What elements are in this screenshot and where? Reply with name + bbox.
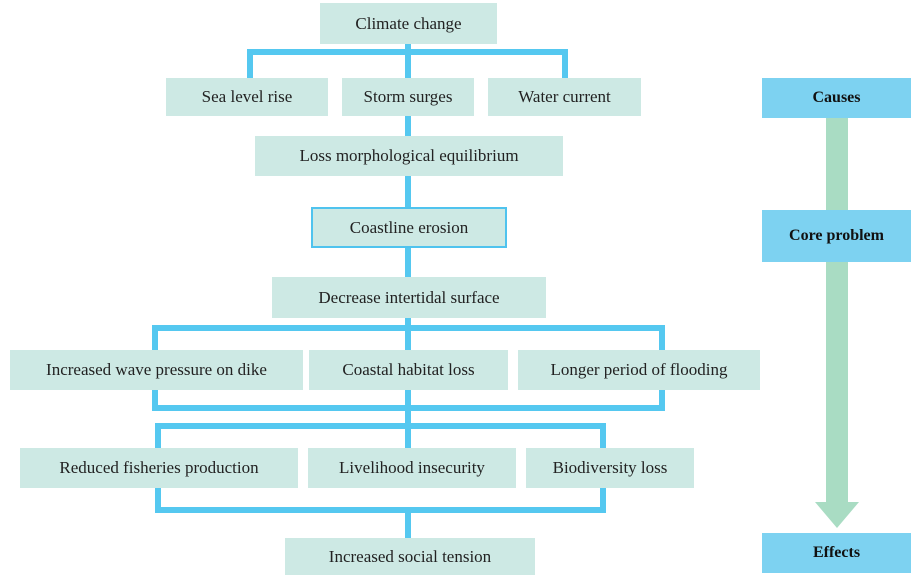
node: Coastline erosion xyxy=(311,207,507,248)
flow-arrow xyxy=(815,118,859,528)
node: Sea level rise xyxy=(166,78,328,116)
legend-box: Effects xyxy=(762,533,911,573)
legend-box: Causes xyxy=(762,78,911,118)
node: Loss morphological equilibrium xyxy=(255,136,563,176)
connector xyxy=(155,423,606,448)
node: Reduced fisheries production xyxy=(20,448,298,488)
connector xyxy=(247,44,568,78)
node: Coastal habitat loss xyxy=(309,350,508,390)
connector xyxy=(152,325,665,350)
node: Storm surges xyxy=(342,78,474,116)
node: Longer period of flooding xyxy=(518,350,760,390)
connector xyxy=(152,390,665,426)
node: Livelihood insecurity xyxy=(308,448,516,488)
node: Water current xyxy=(488,78,641,116)
connector xyxy=(155,488,606,538)
node: Decrease intertidal surface xyxy=(272,277,546,318)
node: Biodiversity loss xyxy=(526,448,694,488)
node: Increased social tension xyxy=(285,538,535,575)
legend-box: Core problem xyxy=(762,210,911,262)
node: Increased wave pressure on dike xyxy=(10,350,303,390)
connector-lines xyxy=(152,44,665,538)
node: Climate change xyxy=(320,3,497,44)
